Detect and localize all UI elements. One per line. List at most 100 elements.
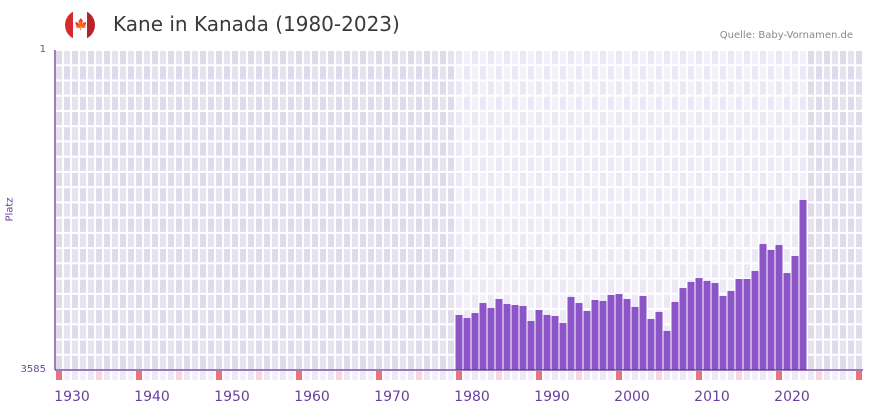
grid-cell (240, 249, 246, 263)
grid-cell (168, 142, 174, 156)
grid-cell (488, 264, 494, 278)
grid-cell (624, 127, 630, 141)
grid-cell (664, 66, 670, 80)
grid-cell (640, 233, 646, 248)
grid-cell (392, 264, 398, 278)
grid-cell (144, 51, 150, 65)
grid-cell (328, 188, 334, 202)
grid-cell (312, 279, 318, 293)
grid-cell (72, 325, 78, 339)
grid-cell (632, 294, 638, 309)
grid-cell (816, 172, 822, 187)
grid-cell (272, 249, 278, 263)
grid-cell (440, 218, 446, 232)
grid-cell (608, 81, 614, 95)
grid-cell (616, 142, 622, 156)
grid-cell (96, 81, 102, 95)
grid-cell (248, 233, 254, 248)
grid-cell (744, 81, 750, 95)
grid-cell (816, 157, 822, 171)
grid-cell (424, 218, 430, 232)
grid-cell (64, 325, 70, 339)
grid-cell (552, 218, 558, 232)
grid-cell (144, 188, 150, 202)
grid-cell (152, 249, 158, 263)
grid-cell (272, 264, 278, 278)
grid-cell (832, 203, 838, 217)
grid-cell (64, 142, 70, 156)
bar-2022 (791, 255, 799, 370)
grid-cell (496, 249, 502, 263)
grid-cell (176, 294, 182, 309)
grid-cell (400, 51, 406, 65)
year-marker (176, 371, 182, 380)
grid-cell (472, 96, 478, 110)
grid-cell (112, 111, 118, 126)
grid-cell (432, 157, 438, 171)
grid-cell (72, 340, 78, 354)
grid-cell (216, 66, 222, 80)
grid-cell (368, 188, 374, 202)
grid-cell (152, 111, 158, 126)
grid-cell (432, 249, 438, 263)
grid-cell (576, 188, 582, 202)
grid-cell (152, 264, 158, 278)
grid-cell (208, 66, 214, 80)
grid-cell (480, 249, 486, 263)
grid-cell (704, 218, 710, 232)
grid-cell (96, 188, 102, 202)
grid-cell (544, 249, 550, 263)
year-cell (128, 371, 134, 380)
grid-cell (232, 111, 238, 126)
year-cell (320, 371, 326, 380)
bar-1980 (455, 315, 463, 370)
year-cell (528, 371, 534, 380)
grid-cell (272, 51, 278, 65)
grid-cell (480, 172, 486, 187)
grid-cell (480, 142, 486, 156)
grid-cell (192, 249, 198, 263)
bar-1998 (599, 300, 607, 370)
grid-cell (320, 157, 326, 171)
grid-cell (656, 172, 662, 187)
grid-cell (760, 188, 766, 202)
x-tick-label: 2010 (694, 389, 730, 405)
grid-cell (464, 188, 470, 202)
grid-cell (416, 127, 422, 141)
grid-cell (744, 233, 750, 248)
grid-cell (344, 66, 350, 80)
grid-cell (448, 127, 454, 141)
grid-cell (160, 310, 166, 324)
grid-cell (816, 355, 822, 369)
grid-cell (432, 310, 438, 324)
year-cell (784, 371, 790, 380)
grid-cell (856, 249, 862, 263)
grid-cell (184, 188, 190, 202)
grid-cell (480, 218, 486, 232)
grid-cell (176, 233, 182, 248)
x-tick-label: 1980 (454, 389, 490, 405)
grid-cell (200, 51, 206, 65)
grid-cell (608, 142, 614, 156)
grid-cell (304, 66, 310, 80)
grid-cell (424, 340, 430, 354)
grid-cell (240, 172, 246, 187)
grid-cell (408, 96, 414, 110)
grid-cell (848, 142, 854, 156)
grid-cell (440, 81, 446, 95)
grid-cell (320, 127, 326, 141)
grid-cell (152, 203, 158, 217)
grid-cell (768, 203, 774, 217)
grid-cell (480, 157, 486, 171)
grid-cell (688, 218, 694, 232)
grid-cell (368, 310, 374, 324)
grid-cell (528, 127, 534, 141)
grid-cell (160, 325, 166, 339)
grid-cell (808, 218, 814, 232)
grid-cell (432, 279, 438, 293)
grid-cell (88, 294, 94, 309)
grid-cell (72, 51, 78, 65)
grid-cell (408, 172, 414, 187)
grid-cell (144, 218, 150, 232)
grid-cell (256, 96, 262, 110)
